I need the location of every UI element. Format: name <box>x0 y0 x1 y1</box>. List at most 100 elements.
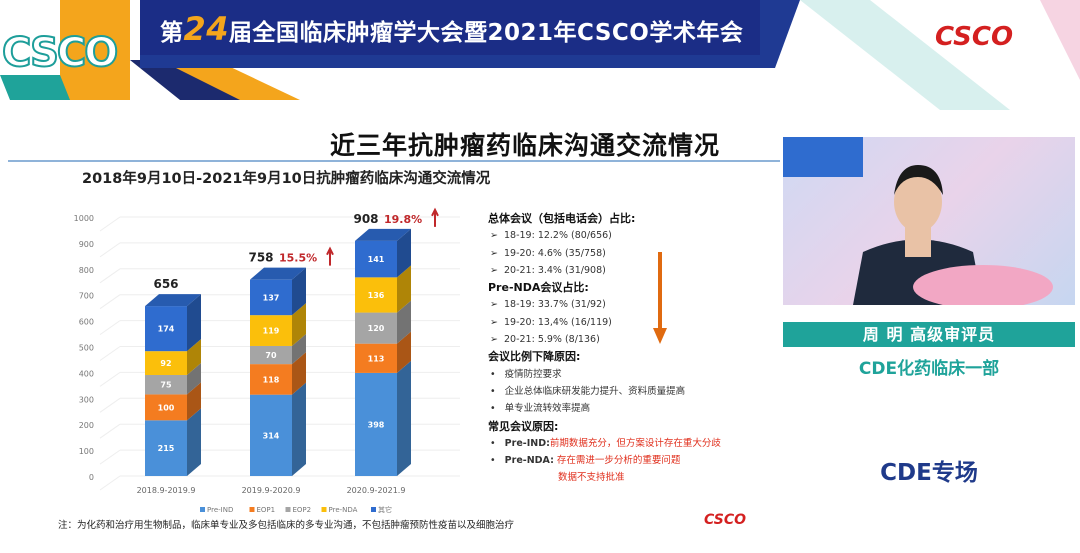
decline-item: • 企业总体临床研发能力提升、资料质量提高 <box>490 385 686 397</box>
bar-value-label: 75 <box>160 381 172 390</box>
bar-segment <box>145 420 187 476</box>
legend-swatch <box>200 507 205 512</box>
banner-number: 24 <box>183 10 230 48</box>
decline-item: • 单专业流转效率提高 <box>490 403 591 415</box>
bar-segment <box>355 343 397 373</box>
common-item-cont: 数据不支持批准 <box>558 472 625 484</box>
bar-value-label: 118 <box>263 375 280 384</box>
gridline-diag <box>99 294 121 310</box>
legend-label: 其它 <box>378 505 392 514</box>
y-tick-label: 900 <box>79 240 94 249</box>
x-tick-label: 2019.9-2020.9 <box>242 486 301 495</box>
common-heading: 常见会议原因: <box>488 419 559 433</box>
bar-segment <box>250 394 292 476</box>
bar-segment <box>250 364 292 395</box>
bar-side <box>187 382 201 421</box>
legend-label: EOP2 <box>293 506 312 514</box>
y-tick-label: 200 <box>79 421 94 430</box>
y-tick-label: 400 <box>79 369 94 378</box>
gridline-diag <box>99 475 121 491</box>
overall-heading: 总体会议（包括电话会）占比: <box>488 212 636 225</box>
bar-value-label: 70 <box>265 351 277 360</box>
bar-side <box>397 331 411 373</box>
csco-logo-right: CSCO <box>935 22 1014 52</box>
legend-swatch <box>321 507 327 512</box>
gridline-diag <box>99 216 121 232</box>
bar-side <box>292 382 306 476</box>
bar-segment <box>145 351 187 375</box>
bar-side <box>187 408 201 476</box>
gridline-diag <box>99 423 121 439</box>
y-tick-label: 100 <box>79 447 94 456</box>
decline-item: • 疫情防控要求 <box>490 368 562 380</box>
gridline-diag <box>99 371 121 387</box>
speaker-name: 周 明 高级审评员 <box>783 322 1075 347</box>
legend-swatch <box>285 507 291 512</box>
y-tick-label: 0 <box>89 473 94 482</box>
x-tick-label: 2020.9-2021.9 <box>347 486 406 495</box>
total-label: 656 <box>153 277 178 291</box>
y-tick-label: 800 <box>79 266 94 275</box>
overall-item: ➢ 19-20: 4.6% (35/758) <box>490 247 606 259</box>
growth-label: 19.8% <box>384 213 422 226</box>
bar-side <box>292 267 306 316</box>
bar-side <box>397 265 411 313</box>
bar-side <box>187 362 201 395</box>
gridline-diag <box>99 242 121 258</box>
slide-title: 近三年抗肿瘤药临床沟通交流情况 <box>330 131 721 160</box>
bar-segment <box>355 312 397 344</box>
bar-value-label: 119 <box>263 327 280 336</box>
csco-logo-left: CSCO <box>1 29 119 77</box>
x-tick-label: 2018.9-2019.9 <box>137 486 196 495</box>
bar-value-label: 314 <box>263 431 280 440</box>
down-arrow-icon <box>653 252 667 344</box>
total-label: 758 <box>248 251 273 265</box>
bar-segment <box>250 279 292 316</box>
csco-slide-logo: CSCO <box>704 512 747 528</box>
gridline-diag <box>99 320 121 336</box>
legend-swatch <box>371 507 376 512</box>
growth-arrow-icon <box>431 207 439 227</box>
bar-side <box>187 339 201 375</box>
prenda-heading: Pre-NDA会议占比: <box>488 281 589 295</box>
bar-side <box>292 352 306 395</box>
common-item: • Pre-IND:前期数据充分，但方案设计存在重大分歧 <box>490 437 721 449</box>
bar-side <box>187 294 201 352</box>
bar-side <box>397 360 411 476</box>
session-title: CDE专场 <box>880 460 978 486</box>
y-tick-label: 1000 <box>74 214 94 223</box>
speaker-figure <box>783 137 1053 305</box>
banner-prefix: 第 <box>160 20 184 46</box>
bar-segment <box>355 277 397 313</box>
notes-panel: 总体会议（包括电话会）占比: ➢ 18-19: 12.2% (80/656) ➢… <box>488 210 778 487</box>
bar-value-label: 92 <box>160 359 171 368</box>
y-tick-label: 600 <box>79 318 94 327</box>
prenda-item: ➢ 19-20: 13,4% (16/119) <box>490 316 612 328</box>
bar-segment <box>250 345 292 365</box>
y-tick-label: 700 <box>79 292 94 301</box>
growth-arrow-icon <box>326 246 334 266</box>
bar-value-label: 141 <box>368 255 385 264</box>
bar-segment <box>250 315 292 346</box>
gridline-diag <box>99 268 121 284</box>
bar-segment <box>145 394 187 421</box>
footnote: 注：为化药和治疗用生物制品，临床单专业及多包括临床的多专业沟通，不包括肿瘤预防性… <box>58 520 515 531</box>
legend-label: Pre-IND <box>207 506 233 514</box>
overall-item: ➢ 18-19: 12.2% (80/656) <box>490 230 612 242</box>
speaker-video <box>783 137 1075 305</box>
prenda-item: ➢ 20-21: 5.9% (8/136) <box>490 334 600 346</box>
speaker-dept: CDE化药临床一部 <box>858 359 1000 379</box>
decline-heading: 会议比例下降原因: <box>488 350 581 364</box>
common-item: • Pre-NDA: 存在需进一步分析的重要问题 <box>490 455 681 467</box>
bar-value-label: 136 <box>368 291 385 300</box>
growth-label: 15.5% <box>279 252 317 265</box>
bar-value-label: 120 <box>368 324 385 333</box>
bar-segment <box>355 240 397 278</box>
bar-segment <box>145 306 187 352</box>
bar-segment <box>145 374 187 395</box>
conference-banner <box>0 0 1080 110</box>
legend-label: EOP1 <box>257 506 276 514</box>
bar-side <box>292 333 306 365</box>
banner-graphic <box>0 0 1080 110</box>
bar-value-label: 100 <box>158 403 175 412</box>
